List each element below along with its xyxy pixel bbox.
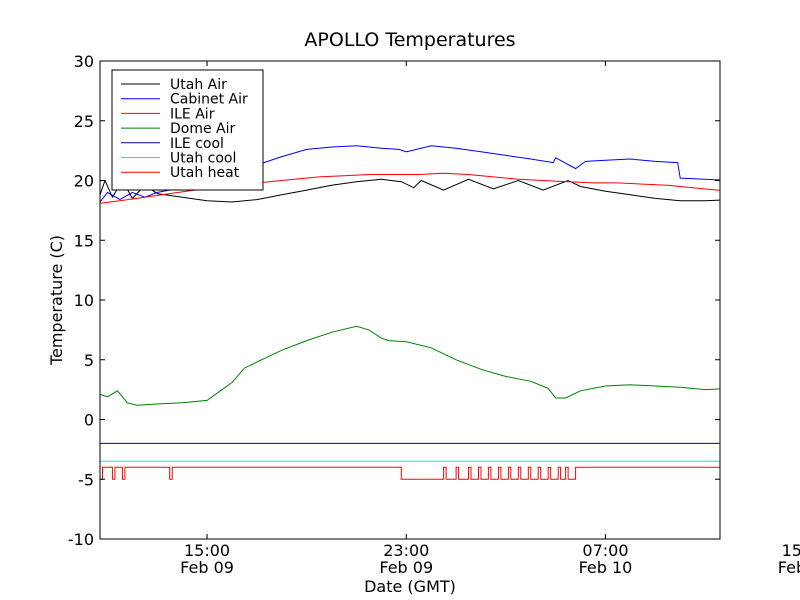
legend-label-utah-air: Utah Air bbox=[170, 77, 227, 93]
y-tick-label: 20 bbox=[74, 172, 94, 191]
y-axis-label: Temperature (C) bbox=[47, 235, 66, 366]
legend-box bbox=[111, 69, 264, 191]
y-tick-label: 25 bbox=[74, 112, 94, 131]
legend-label-ile-air: ILE Air bbox=[170, 106, 215, 122]
series-line-dome-air bbox=[100, 325, 720, 406]
x-tick-date-label: Feb 10 bbox=[778, 558, 800, 577]
y-tick-label: -5 bbox=[78, 470, 94, 489]
x-tick-date-label: Feb 09 bbox=[180, 558, 234, 577]
chart-title: APOLLO Temperatures bbox=[304, 29, 515, 51]
x-tick-time-label: 07:00 bbox=[582, 541, 628, 560]
series-line-utah-heat bbox=[100, 466, 720, 480]
x-tick-time-label: 23:00 bbox=[383, 541, 429, 560]
series-line-utah-air bbox=[100, 178, 720, 203]
legend-label-dome-air: Dome Air bbox=[170, 121, 236, 137]
x-tick-date-label: Feb 09 bbox=[379, 558, 433, 577]
y-tick-label: 5 bbox=[84, 351, 94, 370]
x-axis-label: Date (GMT) bbox=[364, 577, 456, 596]
y-tick-label: 30 bbox=[74, 52, 94, 71]
x-tick-time-label: 15:00 bbox=[184, 541, 230, 560]
y-tick-label: -10 bbox=[68, 530, 94, 549]
x-tick-date-label: Feb 10 bbox=[579, 558, 633, 577]
y-tick-label: 10 bbox=[74, 291, 94, 310]
legend-label-utah-heat: Utah heat bbox=[170, 165, 240, 181]
legend-label-ile-cool: ILE cool bbox=[170, 136, 224, 152]
legend-label-cabinet-air: Cabinet Air bbox=[170, 92, 248, 108]
y-tick-label: 15 bbox=[74, 231, 94, 250]
y-tick-label: 0 bbox=[84, 411, 94, 430]
x-tick-time-label: 15:00 bbox=[782, 541, 800, 560]
legend-label-utah-cool: Utah cool bbox=[170, 151, 236, 167]
